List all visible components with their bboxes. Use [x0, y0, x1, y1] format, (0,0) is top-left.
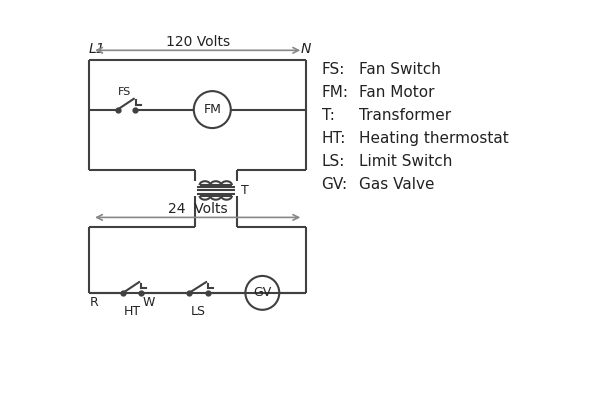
- Text: HT: HT: [123, 305, 140, 318]
- Text: LS: LS: [191, 305, 206, 318]
- Text: L1: L1: [89, 42, 106, 56]
- Text: T: T: [241, 184, 248, 197]
- Text: W: W: [142, 296, 155, 309]
- Text: HT:: HT:: [322, 131, 346, 146]
- Text: Gas Valve: Gas Valve: [359, 177, 434, 192]
- Text: FM: FM: [204, 103, 221, 116]
- Text: GV:: GV:: [322, 177, 348, 192]
- Text: FM:: FM:: [322, 85, 349, 100]
- Text: R: R: [90, 296, 99, 309]
- Text: FS:: FS:: [322, 62, 345, 77]
- Text: LS:: LS:: [322, 154, 345, 169]
- Text: Heating thermostat: Heating thermostat: [359, 131, 509, 146]
- Text: 120 Volts: 120 Volts: [166, 35, 230, 49]
- Text: Fan Motor: Fan Motor: [359, 85, 434, 100]
- Text: 24  Volts: 24 Volts: [168, 202, 228, 216]
- Text: Transformer: Transformer: [359, 108, 451, 123]
- Text: FS: FS: [117, 87, 131, 97]
- Text: GV: GV: [253, 286, 271, 299]
- Text: T:: T:: [322, 108, 335, 123]
- Text: Fan Switch: Fan Switch: [359, 62, 441, 77]
- Text: Limit Switch: Limit Switch: [359, 154, 452, 169]
- Text: N: N: [301, 42, 312, 56]
